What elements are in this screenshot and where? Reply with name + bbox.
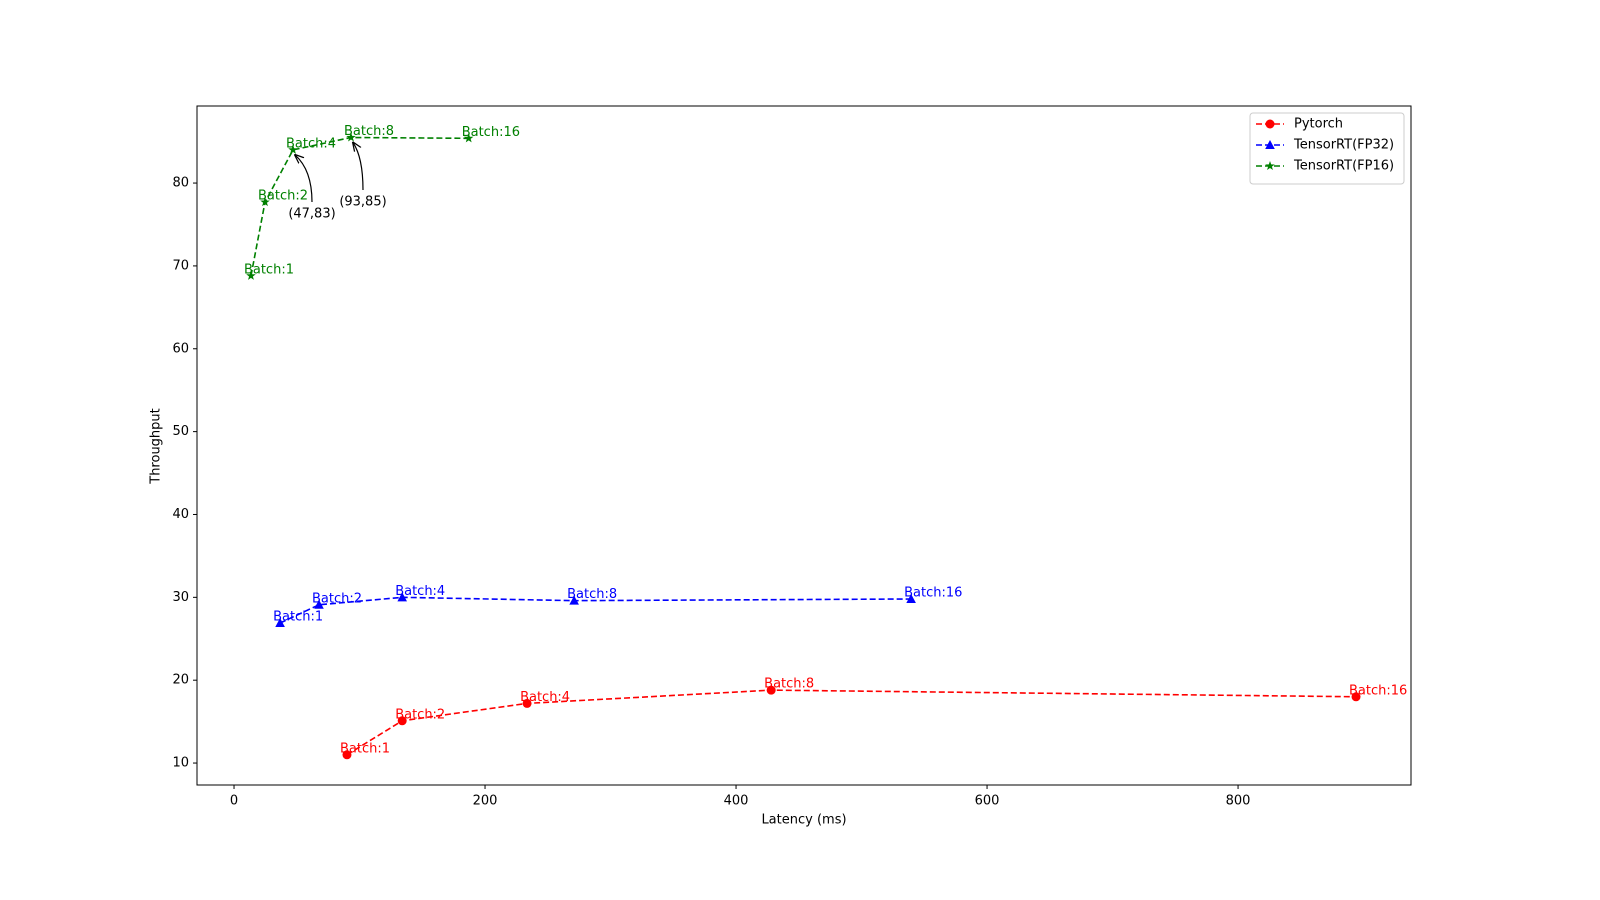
data-label: Batch:2 [395, 707, 445, 722]
data-label: Batch:1 [244, 262, 294, 277]
data-label: Batch:16 [462, 125, 520, 140]
series-line [250, 136, 469, 277]
point [522, 698, 532, 708]
data-label: Batch:16 [904, 585, 962, 600]
point [463, 133, 474, 143]
data-label: Batch:4 [395, 584, 445, 599]
series-line [346, 689, 1357, 756]
point [246, 270, 256, 280]
data-label: Batch:1 [340, 741, 390, 756]
annotation: (47,83) [288, 207, 335, 222]
x-tick-label: 200 [473, 794, 498, 809]
data-label: Batch:2 [258, 189, 308, 204]
legend-label: Pytorch [1294, 117, 1343, 132]
point [342, 750, 352, 760]
point [275, 618, 285, 628]
annotation-arrow [353, 142, 364, 191]
legend-marker [1265, 161, 1275, 171]
y-tick-label: 40 [172, 507, 189, 522]
y-tick-label: 30 [172, 590, 189, 605]
data-label: Batch:8 [344, 124, 394, 139]
y-axis-label: Throughput [149, 408, 164, 485]
data-label: Batch:1 [273, 610, 323, 625]
point [260, 197, 270, 207]
y-tick-label: 60 [172, 341, 189, 356]
point [906, 593, 916, 603]
x-tick-label: 0 [230, 794, 238, 809]
point [1351, 692, 1361, 702]
point [346, 132, 356, 142]
data-label: Batch:16 [1349, 683, 1407, 698]
point [397, 592, 407, 602]
annotation: (93,85) [339, 195, 386, 210]
point [288, 144, 298, 154]
point [314, 599, 324, 609]
data-label: Batch:4 [286, 136, 336, 151]
data-label: Batch:8 [567, 587, 617, 602]
point [397, 716, 407, 726]
point [569, 595, 579, 605]
y-tick-label: 50 [172, 424, 189, 439]
data-label: Batch:8 [764, 677, 814, 692]
y-tick-label: 10 [172, 756, 189, 771]
legend-marker [1265, 140, 1275, 149]
data-label: Batch:4 [520, 690, 570, 705]
legend-label: TensorRT(FP32) [1293, 138, 1394, 153]
x-tick-label: 400 [724, 794, 749, 809]
legend-frame [1249, 112, 1405, 185]
y-tick-label: 70 [172, 258, 189, 273]
y-tick-label: 20 [172, 673, 189, 688]
plot-frame [196, 105, 1412, 786]
x-tick-label: 800 [1226, 794, 1251, 809]
legend: Pytorch TensorRT(FP32) TensorRT(FP16) [1249, 112, 1405, 185]
y-tick-label: 80 [172, 176, 189, 191]
data-label: Batch:2 [312, 591, 362, 606]
x-tick-label: 600 [975, 794, 1000, 809]
legend-marker [1265, 119, 1275, 129]
x-axis-label: Latency (ms) [761, 813, 846, 828]
legend-label: TensorRT(FP16) [1293, 159, 1394, 174]
annotation-arrow [295, 155, 313, 203]
point [766, 685, 776, 695]
